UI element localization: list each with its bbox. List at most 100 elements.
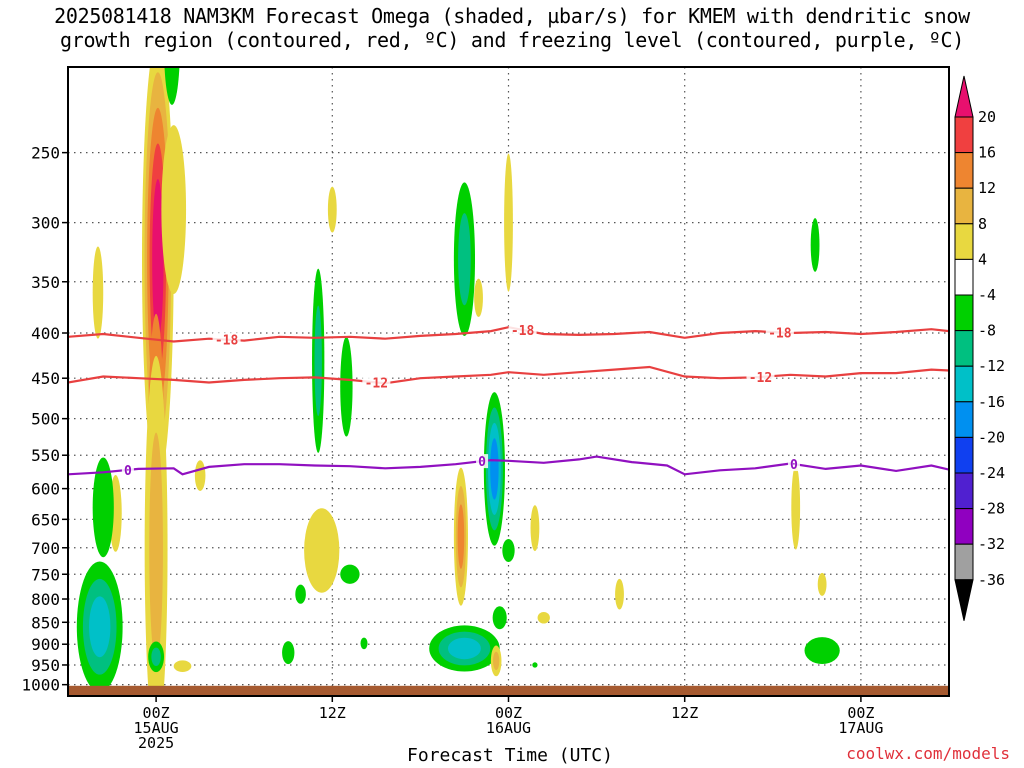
temperature-contours: -18 -18 -18 -12 -12 0 0 0 [68, 322, 949, 479]
omega-contour-4 [194, 460, 206, 491]
omega-cell-25 [490, 645, 502, 677]
contour-label-bg [508, 322, 537, 337]
y-tick-label-600: 600 [31, 480, 60, 499]
contour-label-bg [746, 369, 775, 384]
omega-contour-12 [457, 504, 465, 569]
x-tick-label: 00Z [143, 704, 170, 722]
colorbar-segment [954, 116, 974, 154]
omega-contour--4 [282, 641, 295, 665]
colorbar-segment [954, 472, 974, 510]
omega-contour-4 [530, 505, 540, 552]
y-tick-label-750: 750 [31, 565, 60, 584]
omega-cell-6 [194, 460, 206, 491]
x-tick-label: 17AUG [838, 719, 883, 737]
x-tick-label: 00Z [495, 704, 522, 722]
omega-contour-4 [327, 186, 337, 233]
y-tick-label-350: 350 [31, 273, 60, 292]
omega-cell-13 [327, 186, 337, 233]
colorbar-label: -28 [978, 500, 1005, 518]
x-tick-label: 12Z [319, 704, 346, 722]
contour-label-bg [121, 462, 134, 477]
colorbar-segment [954, 543, 974, 581]
y-tick-label-1000: 1000 [21, 676, 60, 695]
omega-contour-4 [504, 153, 513, 292]
colorbar-label: -20 [978, 428, 1005, 446]
x-tick-label: 00Z [847, 704, 874, 722]
contour-label--12: -12 [365, 376, 388, 391]
omega-contour--8 [314, 305, 322, 417]
omega-cell-35 [817, 572, 827, 596]
omega-cell-16 [340, 564, 360, 584]
omega-cell-28 [492, 606, 507, 630]
omega-contour-4 [537, 611, 550, 624]
y-tick-label-650: 650 [31, 510, 60, 529]
omega-contour--8 [458, 213, 471, 306]
colorbar-label: 16 [978, 144, 996, 162]
omega-cell-15 [340, 336, 353, 437]
omega-contour--4 [295, 584, 306, 604]
omega-contour--4 [92, 457, 114, 558]
colorbar-label: 12 [978, 179, 996, 197]
contour-line-0 [68, 455, 949, 476]
omega-cell-2 [144, 355, 168, 696]
y-tick-label-300: 300 [31, 214, 60, 233]
omega-contour-4 [791, 465, 801, 550]
omega-cell-18 [282, 641, 295, 665]
colorbar-label: -36 [978, 571, 1005, 589]
omega-cell-11 [148, 641, 165, 673]
y-tick-label-950: 950 [31, 656, 60, 675]
y-tick-label-900: 900 [31, 635, 60, 654]
colorbar-segment [954, 258, 974, 296]
colorbar-bottom-arrow [954, 579, 974, 621]
omega-contour-4 [92, 246, 104, 339]
omega-cell-34 [810, 218, 820, 272]
omega-cell-23 [453, 467, 468, 606]
contour-label-bg [787, 457, 800, 472]
omega-contour-4 [817, 572, 827, 596]
colorbar-segment [954, 508, 974, 545]
colorbar-label: -32 [978, 535, 1005, 553]
y-tick-label-450: 450 [31, 369, 60, 388]
contour-label--18: -18 [215, 334, 239, 349]
omega-contour--12 [89, 596, 111, 658]
colorbar-top-arrow [954, 75, 974, 118]
colorbar-segment [954, 152, 974, 189]
omega-contour--4 [360, 637, 368, 650]
colorbar: 20 16 12 8 4 -4 -8 -12 -16 -20 -24 -28 -32 -36 [954, 75, 1005, 621]
omega-cell-29 [530, 505, 540, 552]
colorbar-label: 8 [978, 215, 987, 233]
omega-contour-4 [615, 578, 624, 610]
colorbar-segment [954, 330, 974, 367]
omega-contour--4 [340, 336, 353, 437]
omega-cell-9 [76, 561, 123, 693]
omega-cell-7 [173, 660, 192, 672]
contour-label-bg [362, 375, 391, 390]
omega-cell-26 [504, 153, 513, 292]
omega-contour-4 [474, 278, 483, 318]
x-axis-label: Forecast Time (UTC) [407, 745, 613, 766]
omega-contour--16 [490, 438, 499, 500]
omega-cell-19 [360, 637, 368, 650]
omega-cell-8 [164, 67, 180, 105]
omega-cell-20 [453, 182, 476, 336]
colorbar-segment [954, 365, 974, 403]
contour-label--18: -18 [511, 324, 535, 339]
colorbar-label: -4 [978, 286, 996, 304]
contour-label--12: -12 [749, 371, 772, 386]
x-tick-label: 12Z [671, 704, 698, 722]
omega-cell-17 [295, 584, 306, 604]
omega-contour--4 [810, 218, 820, 272]
omega-contour-8 [492, 651, 500, 671]
chart-title: 2025081418 NAM3KM Forecast Omega (shaded… [0, 4, 1024, 52]
colorbar-label: 4 [978, 250, 987, 268]
omega-contour--4 [164, 67, 180, 105]
omega-contour--8 [151, 647, 161, 667]
contour-label-0: 0 [124, 464, 132, 479]
omega-contour-8 [149, 432, 163, 663]
ground-below-surface [68, 685, 949, 696]
omega-cell-31 [532, 662, 538, 668]
omega-cell-14 [312, 268, 325, 453]
colorbar-segment [954, 294, 974, 332]
omega-cell-10 [92, 457, 114, 558]
